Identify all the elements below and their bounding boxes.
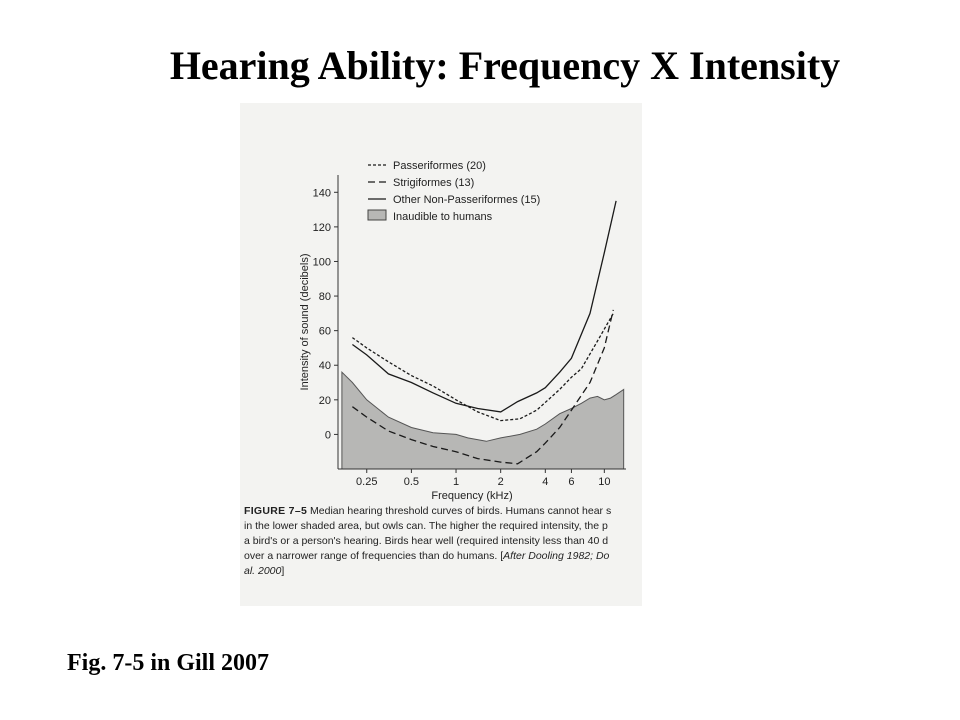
slide-title: Hearing Ability: Frequency X Intensity — [169, 43, 841, 88]
series-line-2 — [352, 309, 614, 465]
x-tick-label: 2 — [498, 476, 504, 488]
x-tick-label: 0.25 — [356, 476, 377, 488]
y-tick-label: 80 — [319, 291, 331, 303]
x-tick-label: 0.5 — [404, 476, 419, 488]
source-citation: Fig. 7-5 in Gill 2007 — [67, 650, 270, 676]
caption-line-5: ] — [281, 565, 285, 577]
legend-label-4: Inaudible to humans — [393, 211, 493, 223]
y-tick-label: 120 — [313, 222, 331, 234]
caption-line-1: Median hearing threshold curves of birds… — [310, 505, 612, 517]
caption-label: FIGURE 7–5 — [244, 505, 308, 517]
y-tick-label: 100 — [313, 256, 331, 268]
x-tick-label: 1 — [453, 476, 459, 488]
legend-swatch-inaudible — [367, 209, 387, 221]
caption-line-2: in the lower shaded area, but owls can. … — [244, 520, 608, 532]
hearing-threshold-chart: 0 20 40 60 80 100 120 140 0.25 0.5 1 2 4 6 10 Passerif… — [299, 160, 626, 502]
x-tick-label: 4 — [542, 476, 548, 488]
y-tick-label: 140 — [313, 187, 331, 199]
y-tick-label: 60 — [319, 326, 331, 338]
legend-label-2: Strigiformes (13) — [393, 177, 474, 189]
series-line-1 — [352, 313, 614, 422]
x-tick-label: 10 — [598, 476, 610, 488]
scanned-figure: 0 20 40 60 80 100 120 140 0.25 0.5 1 2 4 6 10 Passerif… — [240, 103, 642, 606]
figure-caption: FIGURE 7–5 Median hearing threshold curv… — [244, 504, 642, 579]
chart-legend: Passeriformes (20) Strigiformes (13) Other… — [367, 160, 540, 223]
caption-line-3: a bird's or a person's hearing. Birds he… — [244, 535, 609, 547]
caption-line-5-italic: al. 2000 — [244, 565, 282, 577]
legend-label-1: Passeriformes (20) — [393, 160, 486, 172]
caption-line-4-italic: After Dooling 1982; Do — [503, 550, 610, 562]
y-axis-label: Intensity of sound (decibels) — [299, 254, 311, 391]
y-tick-label: 0 — [325, 429, 331, 441]
x-axis-label: Frequency (kHz) — [431, 490, 512, 502]
caption-line-4: over a narrower range of frequencies tha… — [244, 550, 504, 562]
inaudible-region-area — [341, 371, 625, 470]
y-tick-label: 20 — [319, 395, 331, 407]
series-line-3 — [352, 200, 617, 413]
legend-label-3: Other Non-Passeriformes (15) — [393, 194, 540, 206]
y-tick-label: 40 — [319, 360, 331, 372]
x-tick-label: 6 — [568, 476, 574, 488]
